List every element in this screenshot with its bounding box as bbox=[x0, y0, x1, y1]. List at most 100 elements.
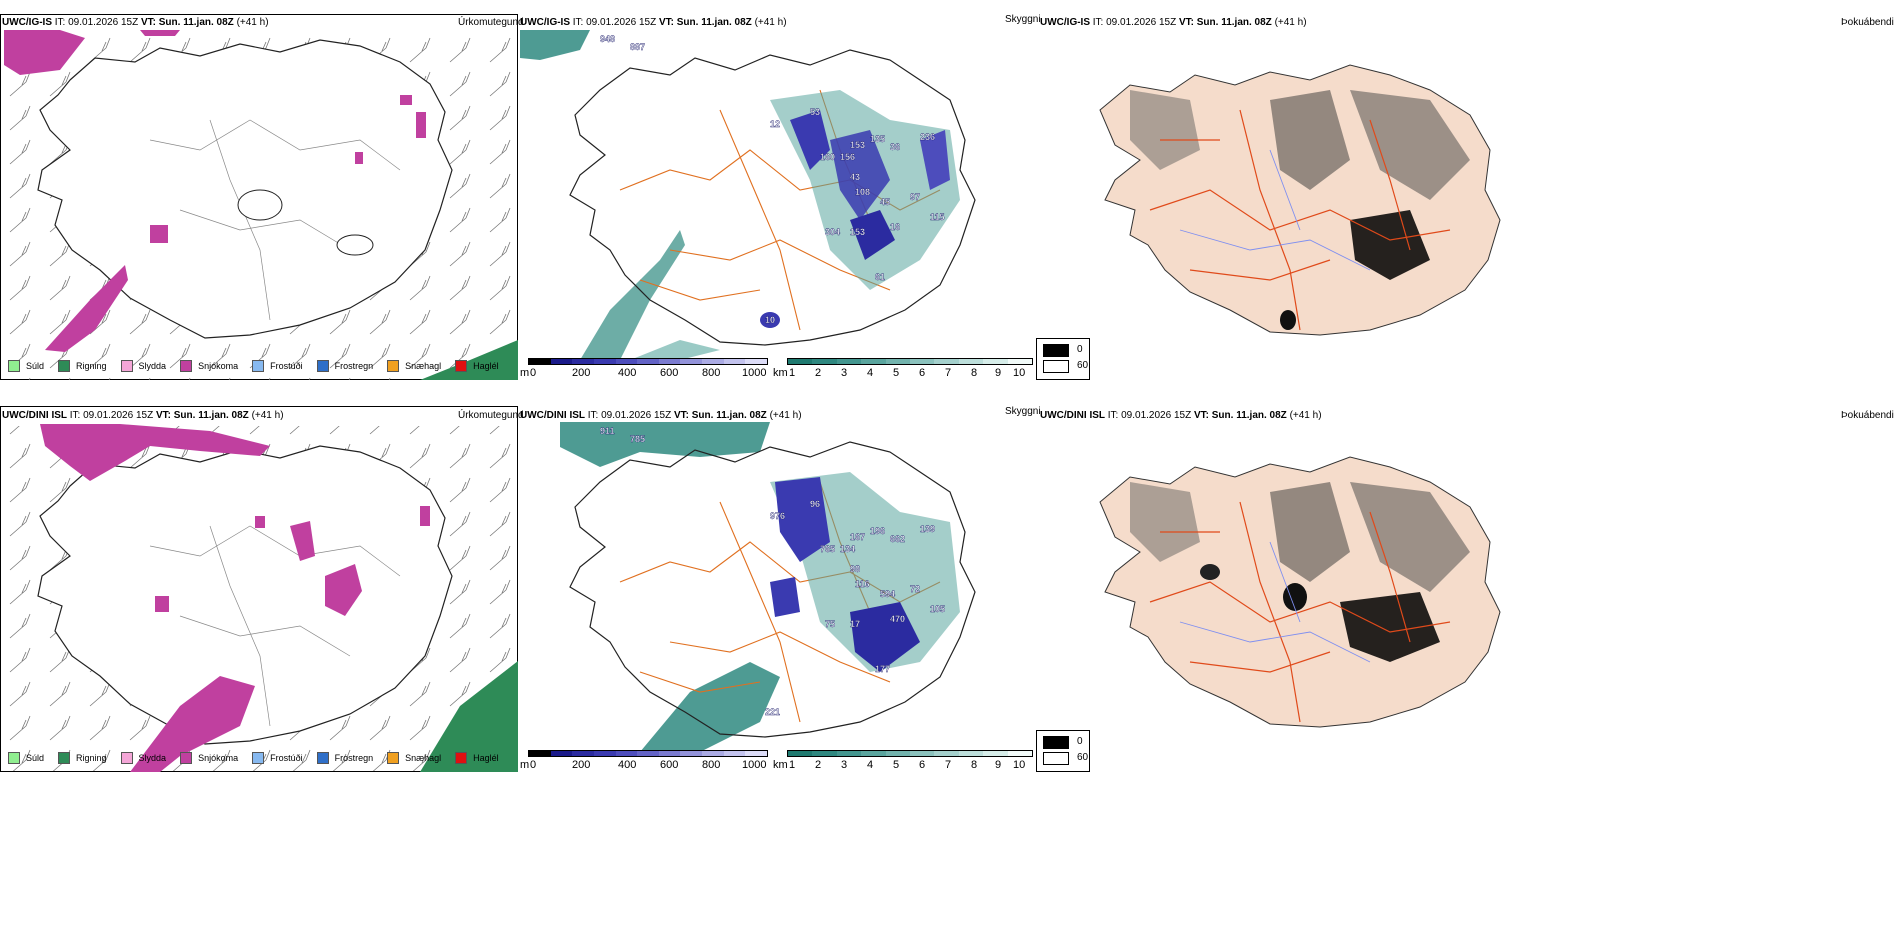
fog-swatch-high bbox=[1043, 752, 1069, 765]
visibility-tick: 9 bbox=[995, 759, 1002, 771]
visibility-color-step bbox=[910, 359, 935, 364]
visibility-tick: 5 bbox=[893, 367, 900, 379]
lead-time: (+41 h) bbox=[754, 17, 787, 28]
legend-item-snjokoma: Snjókoma bbox=[180, 752, 238, 764]
visibility-tick: 6 bbox=[919, 367, 926, 379]
vt-value: Sun. 11.jan. 08Z bbox=[1196, 17, 1272, 28]
legend-item-hagel: Haglél bbox=[455, 752, 499, 764]
it-value: 09.01.2026 15Z bbox=[68, 17, 139, 28]
vt-label: VT: bbox=[140, 17, 156, 28]
legend-item-rigning: Rigning bbox=[58, 752, 107, 764]
ceiling-value-label: 153 bbox=[850, 227, 865, 237]
visibility-tick: 1 bbox=[789, 367, 796, 379]
legend-label: Slydda bbox=[138, 361, 167, 371]
ceiling-value-label: 98 bbox=[850, 564, 860, 574]
legend-label: Súld bbox=[26, 361, 45, 371]
visibility-tick: 2 bbox=[815, 367, 822, 379]
legend-swatch bbox=[387, 752, 400, 764]
vt-value: Sun. 11.jan. 08Z bbox=[691, 410, 767, 421]
legend-item-frostudi: Frostúði bbox=[252, 752, 303, 764]
ceiling-value-label: 96 bbox=[810, 499, 820, 509]
legend-item-snaehagl: Snæhagl bbox=[387, 752, 441, 764]
rain-area bbox=[420, 661, 518, 772]
legend-label: Frostúði bbox=[270, 753, 303, 763]
lead-time: (+41 h) bbox=[1289, 410, 1322, 421]
ceiling-value-label: 177 bbox=[875, 664, 890, 674]
lead-time: (+41 h) bbox=[769, 410, 802, 421]
ceiling-colorbar-top: m 0 200 400 600 800 1000 bbox=[520, 358, 770, 380]
legend-item-snaehagl: Snæhagl bbox=[387, 360, 441, 372]
legend-item-rigning: Rigning bbox=[58, 360, 107, 372]
legend-label: Rigning bbox=[76, 361, 107, 371]
ceiling-color-step bbox=[702, 751, 724, 756]
ceiling-tick: 600 bbox=[660, 367, 679, 379]
ceiling-color-step bbox=[615, 359, 638, 364]
ceiling-value-label: 12 bbox=[770, 119, 780, 129]
ceiling-color-step bbox=[745, 751, 768, 756]
fog-swatch-low bbox=[1043, 736, 1069, 749]
panel-header-top: UWC/IG-IS IT: 09.01.2026 15Z VT: Sun. 11… bbox=[2, 17, 269, 28]
visibility-tick: 3 bbox=[841, 759, 848, 771]
ceiling-value-label: 43 bbox=[850, 172, 860, 182]
model-name: UWC/IG-IS bbox=[2, 17, 52, 28]
ceiling-value-label: 17 bbox=[850, 619, 860, 629]
legend-swatch bbox=[8, 752, 20, 764]
legend-item-sudl: Súld bbox=[8, 752, 44, 764]
ceiling-value-label: 72 bbox=[910, 584, 920, 594]
ceiling-value-label: 160 bbox=[820, 152, 835, 162]
legend-swatch bbox=[455, 752, 468, 764]
visibility-colorbar-bottom: km 1 2 3 4 5 6 7 8 9 10 bbox=[773, 750, 1035, 772]
vt-label: VT: bbox=[1193, 410, 1209, 421]
legend-swatch bbox=[120, 752, 133, 764]
visibility-tick: 7 bbox=[945, 367, 952, 379]
legend-item-hagel: Haglél bbox=[455, 360, 499, 372]
ceiling-tick: 600 bbox=[660, 759, 679, 771]
ceiling-color-step bbox=[658, 751, 681, 756]
legend-item-sudl: Súld bbox=[8, 360, 44, 372]
visibility-tick: 8 bbox=[971, 759, 978, 771]
precip-map-bottom bbox=[1, 424, 518, 772]
precip-title-top: Úrkomutegund bbox=[458, 17, 524, 28]
ceiling-value-label: 304 bbox=[825, 227, 840, 237]
ceiling-value-label: 911 bbox=[600, 426, 615, 436]
cloud-title-bottom: Skyggni bbox=[1005, 406, 1041, 417]
visibility-tick: 1 bbox=[789, 759, 796, 771]
legend-label: Snjókoma bbox=[198, 361, 239, 371]
ceiling-tick: 200 bbox=[572, 759, 591, 771]
ceiling-color-step bbox=[637, 359, 659, 364]
ceiling-value-label: 16 bbox=[890, 222, 900, 232]
ceiling-value-label: 108 bbox=[855, 187, 870, 197]
legend-swatch bbox=[180, 360, 193, 372]
cloud-map-top: 948 887 12 53 160 156 153 135 36 236 43 108 45 97 304 1… bbox=[520, 30, 976, 360]
visibility-tick: 4 bbox=[867, 367, 874, 379]
ceiling-value-label: 765 bbox=[820, 544, 835, 554]
ceiling-value-label: 887 bbox=[630, 42, 645, 52]
visibility-color-step bbox=[910, 751, 935, 756]
visibility-tick: 3 bbox=[841, 367, 848, 379]
vt-value: Sun. 11.jan. 08Z bbox=[173, 410, 249, 421]
it-value: 09.01.2026 15Z bbox=[586, 17, 657, 28]
ceiling-value-label: 167 bbox=[850, 532, 865, 542]
visibility-color-step bbox=[983, 751, 1008, 756]
legend-swatch bbox=[120, 360, 133, 372]
legend-label: Haglél bbox=[473, 361, 499, 371]
ceiling-value-label: 470 bbox=[890, 614, 905, 624]
visibility-tick: 4 bbox=[867, 759, 874, 771]
it-label: IT: bbox=[587, 410, 599, 421]
legend-swatch bbox=[252, 752, 265, 764]
legend-swatch bbox=[58, 360, 71, 372]
ceiling-value-label: 75 bbox=[825, 619, 835, 629]
it-label: IT: bbox=[69, 410, 81, 421]
lead-time: (+41 h) bbox=[236, 17, 269, 28]
visibility-unit: km bbox=[773, 367, 788, 379]
ceiling-color-step bbox=[658, 359, 681, 364]
precip-legend-top: Súld Rigning Slydda Snjókoma Frostúði Fr… bbox=[8, 360, 513, 372]
rain-area bbox=[420, 340, 518, 380]
fog-legend-top: 0 60 bbox=[1036, 338, 1090, 380]
legend-swatch bbox=[316, 360, 329, 372]
snow-area bbox=[4, 30, 85, 75]
ceiling-tick: 800 bbox=[702, 759, 721, 771]
legend-label: Snjókoma bbox=[198, 753, 239, 763]
ceiling-value-label: 196 bbox=[870, 526, 885, 536]
ceiling-labels: 948 887 12 53 160 156 153 135 36 236 43 108 45 97 304 1… bbox=[600, 34, 945, 325]
